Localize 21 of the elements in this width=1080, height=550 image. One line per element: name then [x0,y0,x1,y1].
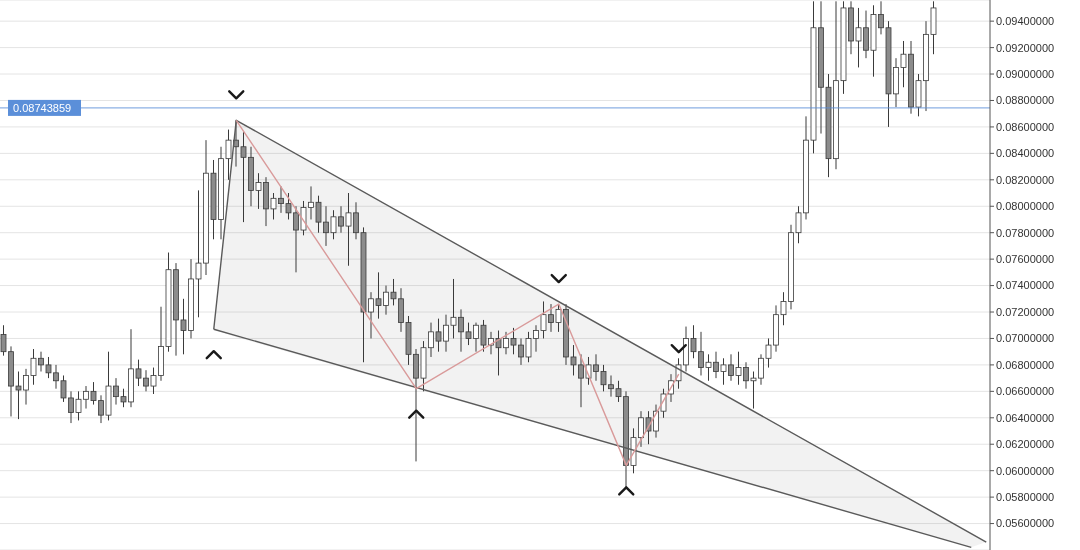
y-tick-label: 0.08400000 [996,147,1055,160]
y-tick-label: 0.06800000 [996,358,1055,371]
y-tick-label: 0.07800000 [996,226,1055,239]
y-tick-label: 0.08000000 [996,200,1055,213]
y-tick-label: 0.07000000 [996,332,1055,345]
y-tick-label: 0.07200000 [996,305,1055,318]
y-tick-label: 0.06400000 [996,411,1055,424]
y-tick-label: 0.06600000 [996,385,1055,398]
y-tick-label: 0.09000000 [996,67,1055,80]
y-tick-label: 0.08200000 [996,173,1055,186]
ref-line-label: 0.08743859 [13,101,72,114]
y-tick-label: 0.05600000 [996,517,1055,530]
y-tick-label: 0.07600000 [996,253,1055,266]
y-tick-label: 0.07400000 [996,279,1055,292]
y-tick-label: 0.05800000 [996,491,1055,504]
y-tick-label: 0.08600000 [996,120,1055,133]
y-tick-label: 0.06000000 [996,464,1055,477]
y-tick-label: 0.09400000 [996,15,1055,28]
y-tick-label: 0.08800000 [996,94,1055,107]
y-tick-label: 0.09200000 [996,41,1055,54]
y-tick-label: 0.06200000 [996,438,1055,451]
